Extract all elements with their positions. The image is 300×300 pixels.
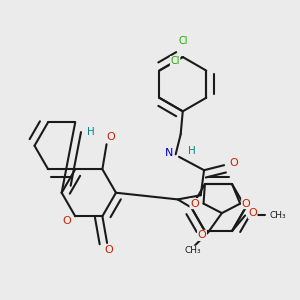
Text: O: O <box>198 230 206 240</box>
Text: O: O <box>242 199 250 208</box>
Text: CH₃: CH₃ <box>270 211 286 220</box>
Text: O: O <box>106 132 115 142</box>
Text: O: O <box>229 158 238 168</box>
Text: O: O <box>62 216 71 226</box>
Text: CH₃: CH₃ <box>184 246 201 255</box>
Text: N: N <box>165 148 174 158</box>
Text: O: O <box>105 245 114 256</box>
Text: O: O <box>190 199 199 208</box>
Text: Cl: Cl <box>170 56 180 66</box>
Text: H: H <box>87 127 94 137</box>
Text: O: O <box>248 208 257 218</box>
Text: H: H <box>188 146 195 156</box>
Text: Cl: Cl <box>178 36 188 46</box>
